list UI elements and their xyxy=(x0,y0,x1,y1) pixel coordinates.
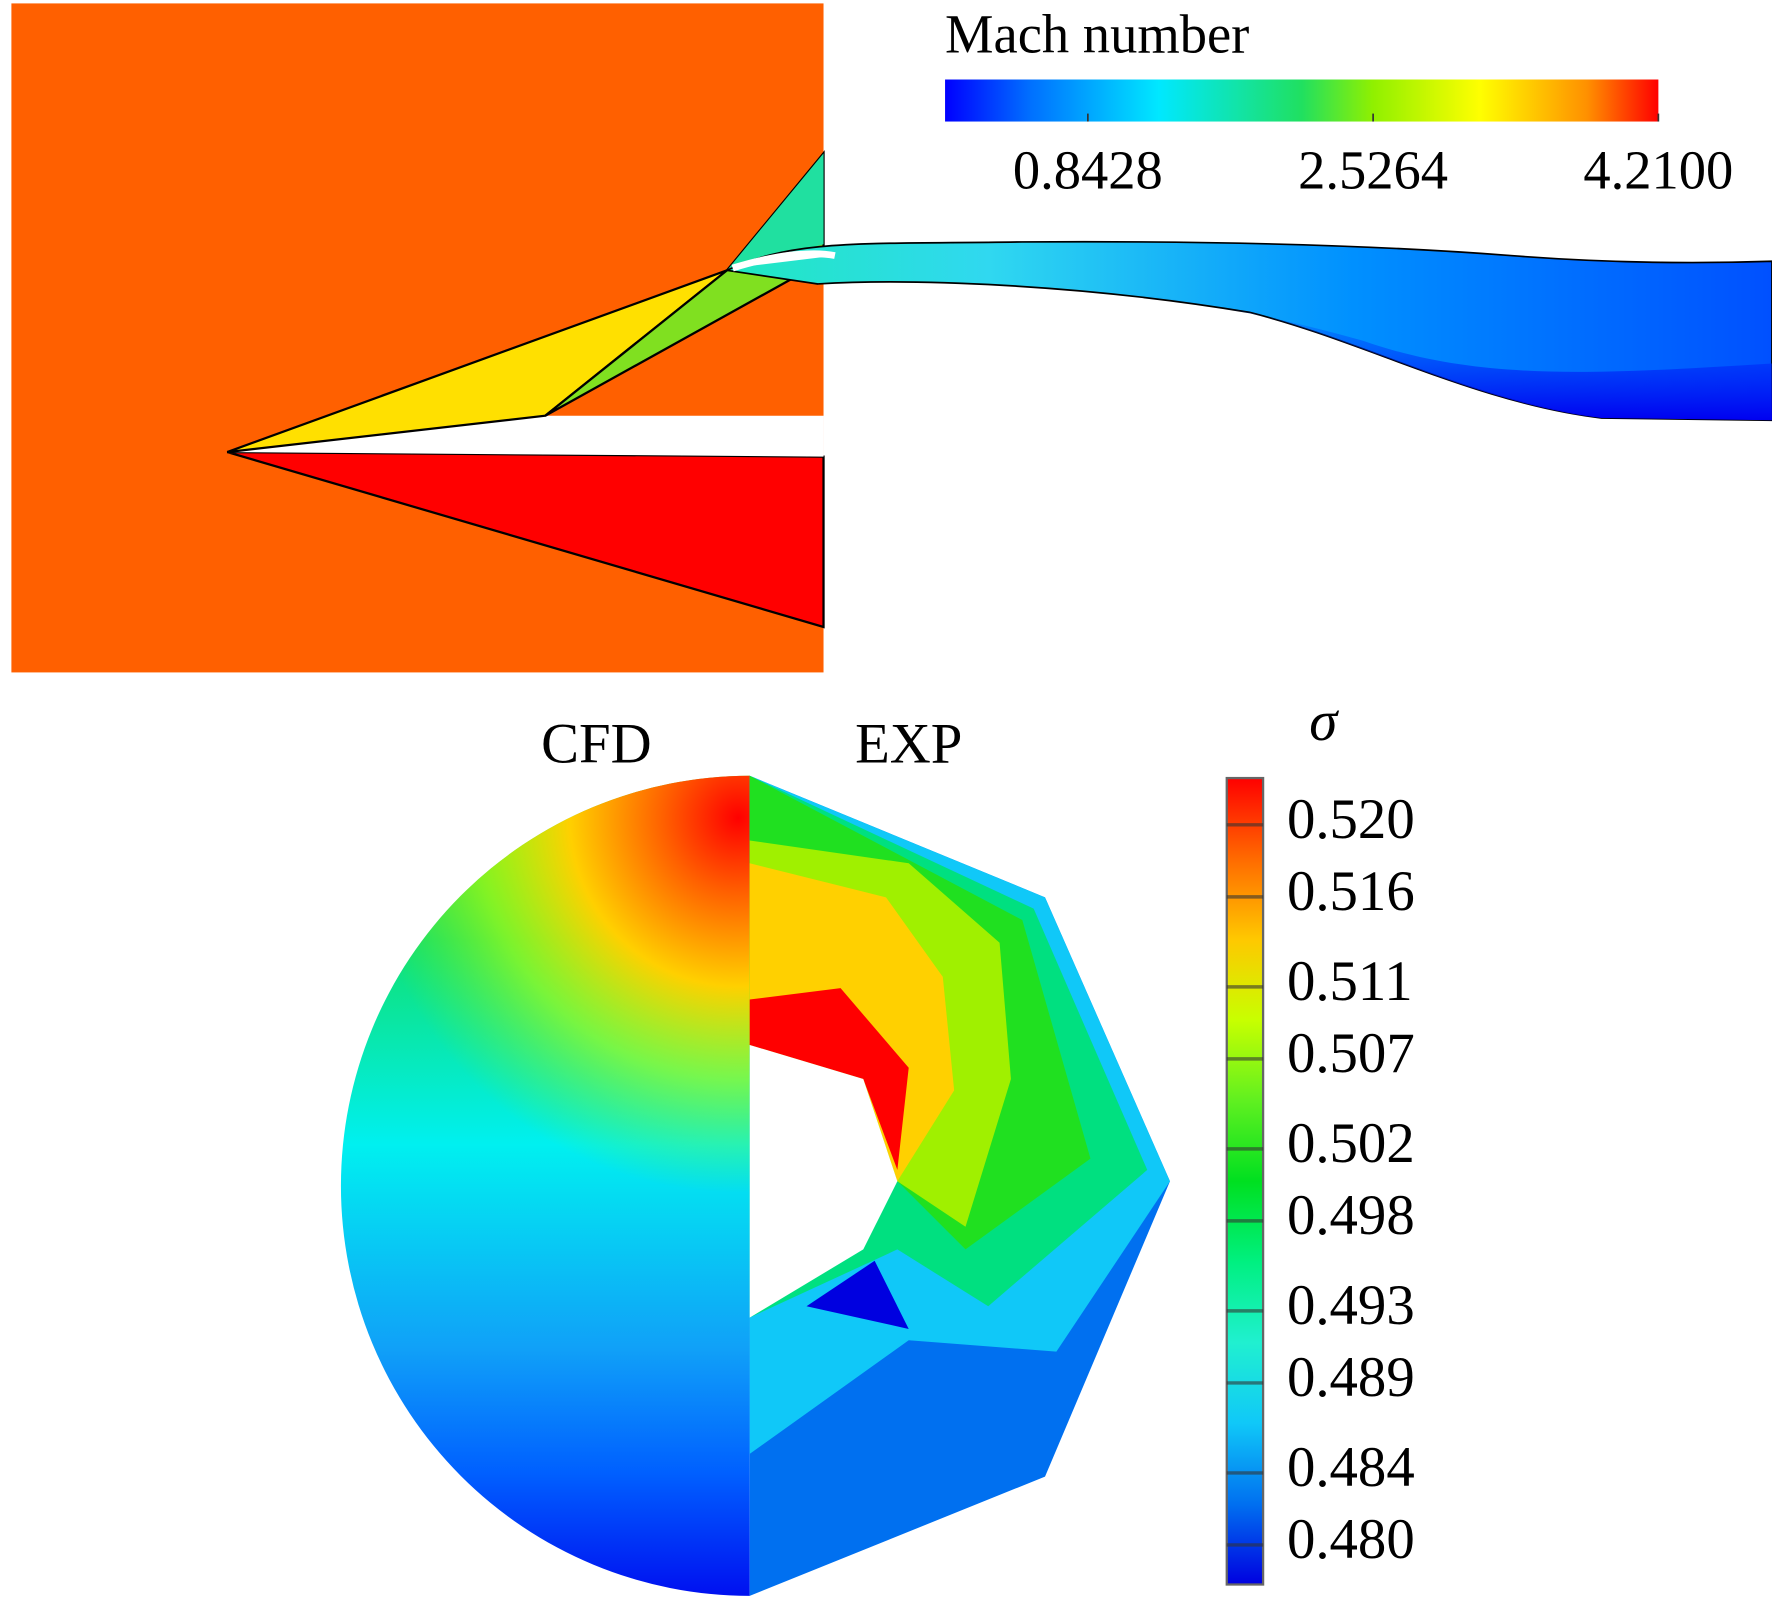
cowl-lip xyxy=(731,250,836,272)
sigma-tick-label: 0.480 xyxy=(1287,1508,1415,1571)
shock-fan xyxy=(726,153,824,271)
mach-tick-label: 0.8428 xyxy=(1013,140,1163,201)
cfd-hotspot xyxy=(340,775,750,1596)
exp-band-low xyxy=(806,1260,909,1329)
sigma-tick-label: 0.516 xyxy=(1287,860,1415,923)
mach-tick-label: 2.5264 xyxy=(1298,140,1448,201)
sigma-tick-label: 0.489 xyxy=(1287,1346,1415,1409)
mach-tick-label: 4.2100 xyxy=(1583,140,1733,201)
sigma-tick-label: 0.502 xyxy=(1287,1112,1415,1175)
exp-band-red xyxy=(749,988,909,1170)
sigma-colorbar xyxy=(1225,776,1265,1586)
sigma-colorbar-label: σ xyxy=(1309,690,1339,753)
plume-core xyxy=(1022,283,1772,421)
sigma-tick-label: 0.493 xyxy=(1287,1274,1415,1337)
sigma-tick-label: 0.511 xyxy=(1287,950,1413,1013)
sigma-tick-label: 0.507 xyxy=(1287,1022,1415,1085)
mach-colorbar xyxy=(945,79,1659,122)
exp-hole xyxy=(749,1044,898,1318)
sigma-tick-label: 0.520 xyxy=(1287,788,1415,851)
sigma-tick-label: 0.498 xyxy=(1287,1184,1415,1247)
exp-label: EXP xyxy=(855,713,962,776)
cfd-label: CFD xyxy=(541,713,651,776)
mach-colorbar-label: Mach number xyxy=(945,3,1249,64)
sigma-tick-label: 0.484 xyxy=(1287,1436,1415,1499)
cowl-gap xyxy=(227,415,824,457)
